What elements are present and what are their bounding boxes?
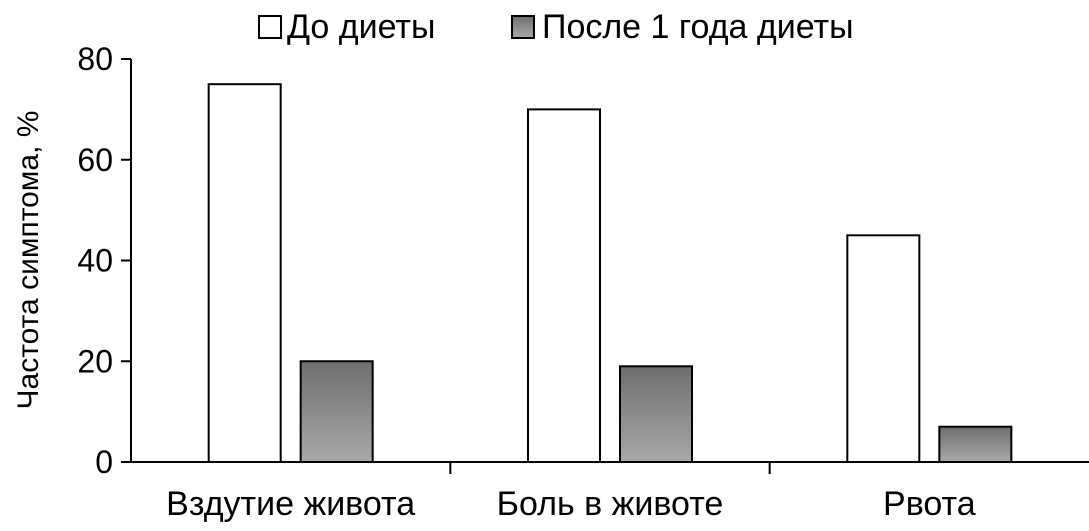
y-tick-label: 0: [95, 444, 113, 480]
y-axis-ticks: 0 20 40 60 80: [77, 41, 131, 480]
legend: До диеты После 1 года диеты: [258, 8, 854, 46]
legend-swatch-after-diet: [511, 15, 535, 39]
x-category-label: Рвота: [883, 485, 976, 523]
y-axis-title: Частота симптома, %: [12, 111, 45, 410]
x-axis-labels: Вздутие живота Боль в животе Рвота: [166, 485, 976, 523]
bar-after-diet: [938, 425, 1013, 463]
bar-after-diet: [299, 360, 374, 463]
bars: [207, 83, 1013, 464]
legend-label-before-diet: До диеты: [287, 8, 435, 46]
bar-before-diet: [207, 83, 282, 463]
y-tick-label: 60: [77, 142, 113, 178]
legend-swatch-before-diet: [258, 15, 282, 39]
bar-after-diet: [619, 365, 693, 464]
x-category-label: Вздутие живота: [166, 485, 415, 523]
legend-label-after-diet: После 1 года диеты: [542, 8, 854, 46]
bar-before-diet: [846, 234, 921, 463]
x-category-label: Боль в животе: [497, 485, 724, 523]
bar-before-diet: [527, 108, 601, 463]
y-tick-label: 40: [77, 243, 113, 279]
y-tick-label: 80: [77, 41, 113, 77]
y-tick-label: 20: [77, 343, 113, 379]
